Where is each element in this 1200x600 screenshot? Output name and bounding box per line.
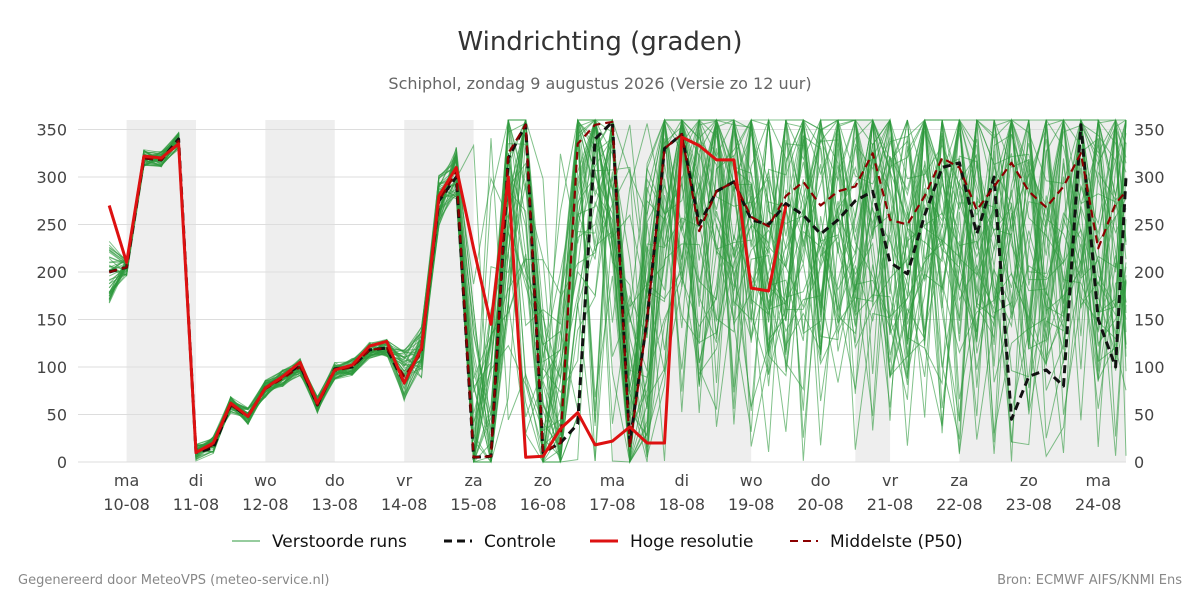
y-tick-left-250: 250 <box>36 216 67 235</box>
perturbed-run-46 <box>108 119 1127 463</box>
x-tick-day: vr <box>882 471 898 490</box>
y-tick-left-50: 50 <box>47 406 67 425</box>
x-tick-4: vr 14-08 <box>381 471 428 514</box>
y-tick-left-300: 300 <box>36 168 67 187</box>
x-tick-day: ma <box>1086 471 1111 490</box>
chart-title: Windrichting (graden) <box>457 27 742 57</box>
x-tick-day: zo <box>534 471 552 490</box>
x-tick-12: za 22-08 <box>936 471 983 514</box>
perturbed-run-47 <box>108 119 1127 463</box>
y-tick-left-100: 100 <box>36 358 67 377</box>
x-tick-8: di 18-08 <box>659 471 706 514</box>
x-axis: ma 10-08 di 11-08 wo 12-08 do 13-08 vr 14-08 za 15-… <box>103 471 1121 514</box>
x-tick-day: do <box>325 471 345 490</box>
y-tick-left-0: 0 <box>57 453 67 472</box>
y-tick-right-50: 50 <box>1134 406 1154 425</box>
x-tick-day: ma <box>600 471 625 490</box>
x-tick-date: 18-08 <box>659 495 706 514</box>
legend: Verstoorde runs Controle Hoge resolutie … <box>232 532 963 552</box>
x-tick-day: wo <box>740 471 763 490</box>
shade-band-1 <box>265 120 335 462</box>
y-tick-left-200: 200 <box>36 263 67 282</box>
x-tick-day: do <box>811 471 831 490</box>
x-tick-11: vr 21-08 <box>867 471 914 514</box>
x-tick-5: za 15-08 <box>450 471 497 514</box>
perturbed-run-39 <box>108 118 1127 463</box>
x-tick-day: za <box>465 471 483 490</box>
footer-source: Bron: ECMWF AIFS/KNMI Ens <box>997 573 1182 588</box>
footer-generated-by: Gegenereerd door MeteoVPS (meteo-service… <box>18 573 329 588</box>
x-tick-date: 20-08 <box>797 495 844 514</box>
chart-subtitle: Schiphol, zondag 9 augustus 2026 (Versie… <box>388 74 811 93</box>
x-tick-day: wo <box>254 471 277 490</box>
x-tick-day: vr <box>396 471 412 490</box>
x-tick-day: di <box>189 471 204 490</box>
series-line-high-res <box>107 135 788 459</box>
x-tick-date: 12-08 <box>242 495 289 514</box>
y-tick-left-150: 150 <box>36 311 67 330</box>
series-line-control <box>108 120 1128 459</box>
x-tick-date: 23-08 <box>1006 495 1053 514</box>
perturbed-runs <box>108 118 1127 464</box>
y-tick-right-0: 0 <box>1134 453 1144 472</box>
x-tick-date: 15-08 <box>450 495 497 514</box>
legend-item-median: Middelste (P50) <box>790 532 963 552</box>
y-axis-right: 0 50 100 150 200 250 300 350 <box>1134 121 1165 473</box>
x-tick-date: 10-08 <box>103 495 150 514</box>
legend-item-perturbed: Verstoorde runs <box>232 532 407 552</box>
x-tick-6: zo 16-08 <box>520 471 567 514</box>
x-tick-date: 21-08 <box>867 495 914 514</box>
x-tick-date: 17-08 <box>589 495 636 514</box>
x-tick-14: ma 24-08 <box>1075 471 1122 514</box>
x-tick-date: 24-08 <box>1075 495 1122 514</box>
x-tick-13: zo 23-08 <box>1006 471 1053 514</box>
y-tick-right-250: 250 <box>1134 216 1165 235</box>
x-tick-day: ma <box>114 471 139 490</box>
x-tick-day: zo <box>1020 471 1038 490</box>
x-tick-0: ma 10-08 <box>103 471 150 514</box>
x-tick-date: 14-08 <box>381 495 428 514</box>
y-tick-right-100: 100 <box>1134 358 1165 377</box>
x-tick-date: 16-08 <box>520 495 567 514</box>
y-axis-left: 0 50 100 150 200 250 300 350 <box>36 121 67 473</box>
legend-label-high-res: Hoge resolutie <box>630 532 754 552</box>
x-tick-2: wo 12-08 <box>242 471 289 514</box>
legend-label-perturbed: Verstoorde runs <box>272 532 407 552</box>
y-tick-right-200: 200 <box>1134 263 1165 282</box>
legend-label-control: Controle <box>484 532 556 552</box>
x-tick-date: 19-08 <box>728 495 775 514</box>
legend-item-control: Controle <box>444 532 556 552</box>
x-tick-1: di 11-08 <box>173 471 220 514</box>
x-tick-date: 11-08 <box>173 495 220 514</box>
x-tick-3: do 13-08 <box>312 471 359 514</box>
x-tick-9: wo 19-08 <box>728 471 775 514</box>
x-tick-date: 22-08 <box>936 495 983 514</box>
x-tick-day: za <box>950 471 968 490</box>
x-tick-7: ma 17-08 <box>589 471 636 514</box>
x-tick-date: 13-08 <box>312 495 359 514</box>
legend-item-high-res: Hoge resolutie <box>590 532 754 552</box>
x-tick-day: di <box>675 471 690 490</box>
main-series <box>107 120 1128 459</box>
y-tick-right-300: 300 <box>1134 168 1165 187</box>
legend-label-median: Middelste (P50) <box>830 532 963 552</box>
y-tick-right-150: 150 <box>1134 311 1165 330</box>
x-tick-10: do 20-08 <box>797 471 844 514</box>
y-tick-left-350: 350 <box>36 121 67 140</box>
y-tick-right-350: 350 <box>1134 121 1165 140</box>
perturbed-run-45 <box>108 119 1127 464</box>
